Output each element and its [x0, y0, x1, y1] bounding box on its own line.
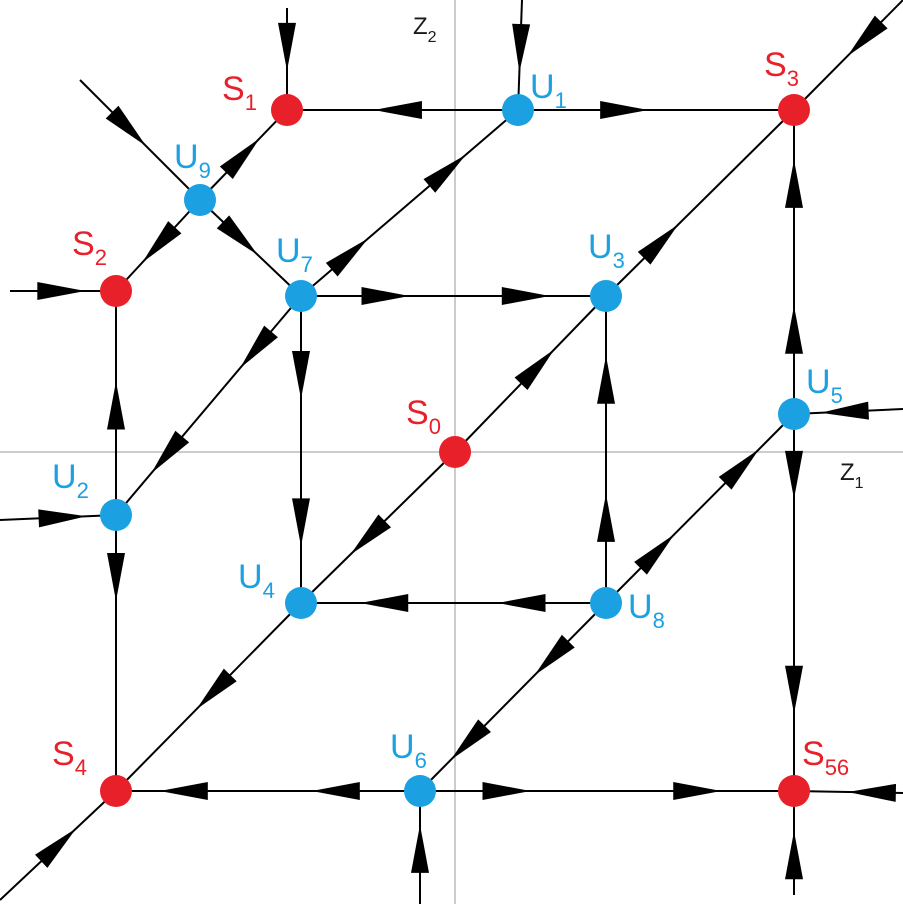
- stable-point-s3: [778, 94, 810, 126]
- label-u9: U9: [174, 138, 211, 183]
- unstable-point-u2: [100, 499, 132, 531]
- flow-in-s3-arrow-0: [847, 15, 888, 57]
- flow-in-s56-bottom-arrow-0: [785, 831, 803, 880]
- unstable-point-u5: [778, 398, 810, 430]
- fixed-points: [100, 94, 810, 807]
- label-u5: U5: [806, 363, 843, 408]
- flow-u5-s3-arrow-0: [785, 305, 803, 354]
- stable-point-s56: [778, 775, 810, 807]
- label-s0: S0: [406, 394, 441, 439]
- flow-u7-u1-arrow-0: [325, 238, 369, 277]
- flow-u1-s1-arrow-0: [373, 101, 422, 119]
- flow-u6-s4-arrow-1: [159, 782, 208, 800]
- flow-u7-u4-arrow-0: [292, 350, 310, 399]
- flow-u7-u2-arrow-1: [151, 430, 190, 474]
- label-u1: U1: [530, 68, 567, 113]
- flow-u7-u3-arrow-1: [501, 287, 550, 305]
- flow-u7-u4-arrow-1: [292, 498, 310, 547]
- axis-label-z2: Z2: [413, 13, 437, 46]
- flow-u8-u3-arrow-0: [597, 493, 615, 542]
- stable-point-s0: [439, 436, 471, 468]
- point-labels: Z2 Z1 S0 S1 S2 S3 S4 S56 U1 U2 U3 U4 U5 …: [52, 13, 864, 780]
- unstable-point-u6: [404, 775, 436, 807]
- label-s1: S1: [222, 70, 257, 115]
- axis-label-z1: Z1: [840, 459, 864, 492]
- flow-u7-u2-line: [115, 295, 302, 516]
- flow-s0-u4-arrow-0: [350, 514, 392, 555]
- flow-in-s2-arrow-0: [37, 282, 86, 300]
- flow-u2-s4-arrow-0: [107, 553, 125, 601]
- flow-in-u1-arrow-0: [512, 23, 531, 72]
- flow-in-s56-right-arrow-0: [847, 783, 897, 802]
- flow-u8-u4-arrow-0: [497, 594, 546, 612]
- label-s4: S4: [52, 735, 87, 780]
- unstable-point-u7: [285, 280, 317, 312]
- flow-u8-u5-arrow-0: [634, 534, 675, 575]
- flow-u8-u3-arrow-1: [597, 355, 615, 404]
- unstable-point-u4: [285, 587, 317, 619]
- stable-point-s2: [100, 275, 132, 307]
- label-u8: U8: [628, 588, 665, 633]
- label-u4: U4: [238, 558, 275, 603]
- label-u7: U7: [276, 232, 313, 277]
- flow-arrows: [35, 15, 897, 880]
- flow-u9-u7-arrow-0: [216, 215, 258, 255]
- flow-u6-s4-arrow-0: [311, 782, 360, 800]
- stable-point-s1: [271, 94, 303, 126]
- flow-in-s1-arrow-0: [278, 22, 296, 71]
- stable-point-s4: [100, 775, 132, 807]
- flow-u1-s3-arrow-0: [600, 101, 649, 119]
- flow-in-u9-arrow-0: [105, 105, 147, 147]
- label-s56: S56: [802, 735, 849, 780]
- flow-u9-s2-arrow-0: [142, 221, 182, 263]
- flow-u8-u4-arrow-1: [360, 594, 409, 612]
- flow-u7-u2-arrow-0: [240, 325, 278, 369]
- flow-u8-u6-arrow-1: [450, 719, 491, 760]
- flow-u7-u1-arrow-1: [423, 154, 466, 193]
- label-s2: S2: [72, 225, 107, 270]
- flow-u4-s4-arrow-0: [196, 668, 237, 710]
- flow-u8-u5-arrow-1: [718, 449, 759, 490]
- flow-u5-s3-arrow-1: [785, 159, 803, 208]
- flow-u5-s56-arrow-1: [785, 665, 803, 714]
- flow-u3-s3-arrow-0: [637, 224, 679, 265]
- flow-in-s4-arrow-0: [35, 828, 77, 868]
- unstable-point-u9: [184, 184, 216, 216]
- flow-in-u2-arrow-0: [38, 509, 87, 528]
- flow-u6-s56-arrow-1: [673, 782, 722, 800]
- flow-s0-u3-arrow-0: [514, 349, 555, 391]
- flow-u8-u5-line: [605, 413, 795, 604]
- flow-u9-s1-arrow-0: [219, 138, 260, 180]
- flow-u5-s56-arrow-0: [785, 450, 803, 499]
- flow-in-u5-arrow-0: [820, 401, 869, 420]
- unstable-point-u3: [590, 280, 622, 312]
- flow-u2-s2-arrow-0: [107, 381, 125, 430]
- unstable-point-u8: [590, 587, 622, 619]
- unstable-point-u1: [502, 94, 534, 126]
- flow-u6-s56-arrow-0: [482, 782, 531, 800]
- flow-u3-s3-line: [605, 109, 795, 297]
- flow-u8-u6-line: [419, 602, 607, 792]
- label-u2: U2: [52, 458, 89, 503]
- flow-u8-u6-arrow-0: [534, 634, 575, 676]
- label-u6: U6: [390, 728, 427, 773]
- label-s3: S3: [764, 46, 799, 91]
- flow-in-u6-arrow-0: [411, 824, 429, 873]
- flow-u7-u3-arrow-0: [361, 287, 410, 305]
- label-u3: U3: [588, 228, 625, 273]
